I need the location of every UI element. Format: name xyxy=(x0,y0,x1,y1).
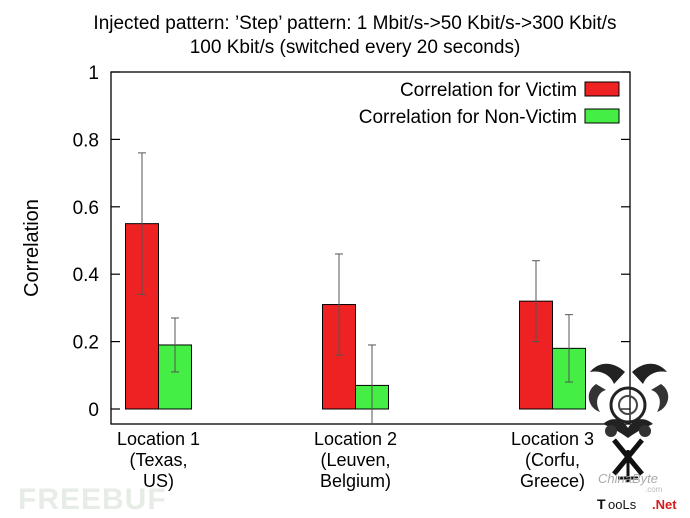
x-category-label: US) xyxy=(143,471,174,491)
y-tick-label: 0.6 xyxy=(73,198,99,219)
y-tick-label: 0.8 xyxy=(73,130,99,151)
dragon-emblem-icon xyxy=(588,363,669,482)
tools-watermark-a: T xyxy=(597,496,606,512)
x-category-label: Greece) xyxy=(520,471,585,491)
x-category-label: Location 2 xyxy=(314,429,397,449)
chart-title: Injected pattern: ’Step’ pattern: 1 Mbit… xyxy=(93,13,616,34)
x-category-label: Location 3 xyxy=(511,429,594,449)
x-category-label: (Texas, xyxy=(129,450,187,470)
y-axis-ticks: 0 0.2 0.4 0.6 0.8 1 xyxy=(73,63,630,421)
x-category-label: (Corfu, xyxy=(525,450,580,470)
bars xyxy=(125,152,586,424)
y-tick-label: 0.2 xyxy=(73,333,99,354)
chinabyte-logo: ChinaByte .com T ooLs .Net xyxy=(588,363,677,512)
tools-watermark-b: ooLs xyxy=(608,497,637,512)
x-category-label: (Leuven, xyxy=(320,450,390,470)
chinabyte-watermark: ChinaByte xyxy=(598,471,658,486)
legend: Correlation for Victim Correlation for No… xyxy=(359,80,620,128)
chart-subtitle: 100 Kbit/s (switched every 20 seconds) xyxy=(190,37,521,58)
freebuf-watermark: FREEBUF xyxy=(18,483,167,516)
legend-swatch xyxy=(584,81,620,97)
x-axis-labels: Location 1(Texas,US) Location 2(Leuven,Be… xyxy=(117,429,594,491)
x-category-label: Location 1 xyxy=(117,429,200,449)
plot-frame xyxy=(110,71,631,425)
y-tick-label: 0.4 xyxy=(73,265,100,286)
tools-watermark-c: .Net xyxy=(652,497,677,512)
y-tick-label: 0 xyxy=(88,400,99,421)
legend-label: Correlation for Victim xyxy=(400,80,577,101)
chinabyte-sub-watermark: .com xyxy=(645,485,663,494)
y-axis-label: Correlation xyxy=(21,199,43,297)
x-category-label: Belgium) xyxy=(320,471,391,491)
y-tick-label: 1 xyxy=(88,63,99,84)
legend-label: Correlation for Non-Victim xyxy=(359,107,577,128)
legend-swatch xyxy=(584,108,620,124)
